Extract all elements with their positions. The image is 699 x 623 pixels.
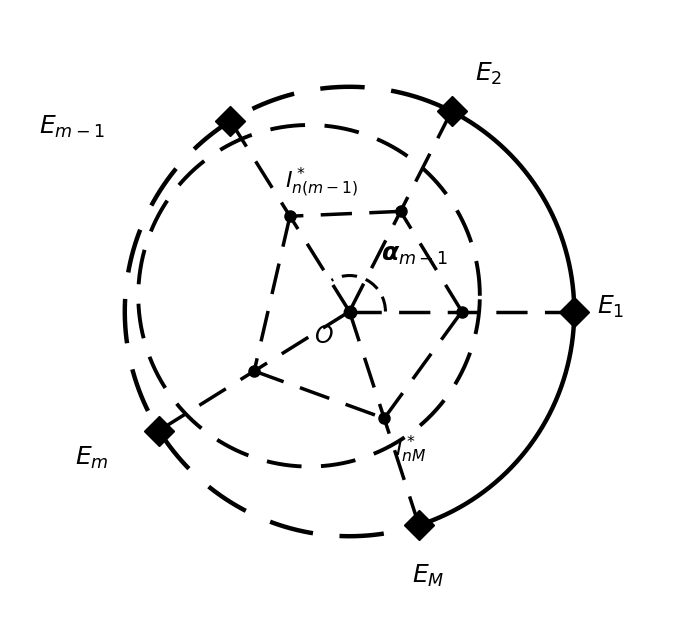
Text: $E_2$: $E_2$ bbox=[475, 60, 503, 87]
Text: $O$: $O$ bbox=[314, 325, 333, 348]
Text: $E_m$: $E_m$ bbox=[75, 444, 109, 470]
Text: $E_M$: $E_M$ bbox=[412, 563, 445, 589]
Text: $\boldsymbol{\alpha}_{m-1}$: $\boldsymbol{\alpha}_{m-1}$ bbox=[381, 242, 449, 267]
Text: $I^*_{nM}$: $I^*_{nM}$ bbox=[396, 434, 427, 465]
Text: $E_{m-1}$: $E_{m-1}$ bbox=[39, 114, 106, 140]
Text: $I^*_{n(m-1)}$: $I^*_{n(m-1)}$ bbox=[285, 166, 359, 201]
Text: $E_1$: $E_1$ bbox=[597, 294, 624, 320]
